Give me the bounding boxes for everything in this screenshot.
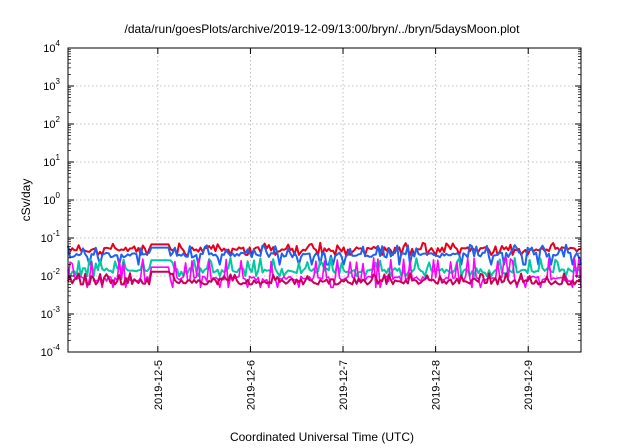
- y-axis-label: cSv/day: [19, 179, 33, 222]
- y-tick-label: 101: [43, 153, 60, 169]
- y-tick-label: 10-2: [41, 267, 61, 283]
- y-tick-label: 104: [43, 39, 60, 55]
- y-tick-label: 10-1: [41, 229, 61, 245]
- x-tick-label: 2019-12-5: [153, 360, 165, 410]
- series-line: [67, 241, 582, 256]
- y-tick-label: 10-3: [41, 305, 61, 321]
- y-tick-label: 10-4: [41, 343, 61, 359]
- y-tick-label: 103: [43, 77, 60, 93]
- plot-frame: [67, 47, 582, 353]
- x-tick-label: 2019-12-9: [523, 360, 535, 410]
- series-group: [67, 241, 582, 289]
- chart-title: /data/run/goesPlots/archive/2019-12-09/1…: [125, 22, 521, 36]
- series-line: [67, 243, 582, 266]
- y-tick-label: 100: [43, 191, 60, 207]
- x-tick-label: 2019-12-8: [431, 360, 443, 410]
- x-tick-label: 2019-12-7: [338, 360, 350, 410]
- series-line: [67, 270, 582, 286]
- x-axis-label: Coordinated Universal Time (UTC): [230, 430, 414, 444]
- series-line: [67, 256, 582, 277]
- y-tick-label: 102: [43, 115, 60, 131]
- grid-lines: [68, 48, 581, 352]
- tick-group: 10-4 10-3 10-2 10-1 100 101 102 103 104 2019-12-5…: [41, 39, 581, 410]
- x-tick-label: 2019-12-6: [245, 360, 257, 410]
